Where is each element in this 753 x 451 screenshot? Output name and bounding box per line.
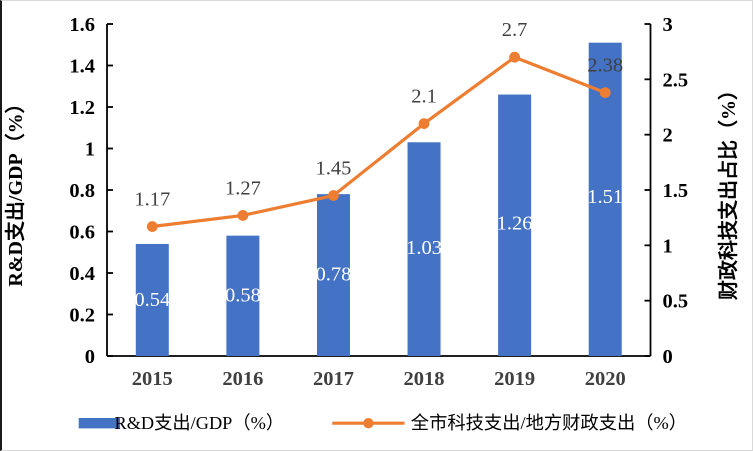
svg-text:2015: 2015 — [132, 368, 173, 390]
svg-text:2019: 2019 — [494, 368, 535, 390]
svg-text:1.5: 1.5 — [663, 180, 689, 202]
svg-text:1.27: 1.27 — [225, 177, 261, 199]
svg-text:全市科技支出/地方财政支出（%）: 全市科技支出/地方财政支出（%） — [411, 413, 687, 433]
svg-text:R&D支出/GDP（%）: R&D支出/GDP（%） — [3, 93, 27, 286]
svg-text:1.51: 1.51 — [587, 186, 623, 208]
svg-text:1.2: 1.2 — [69, 97, 95, 119]
svg-text:0.8: 0.8 — [69, 180, 95, 202]
svg-text:3: 3 — [663, 14, 673, 36]
svg-text:2018: 2018 — [404, 368, 445, 390]
svg-text:2016: 2016 — [222, 368, 263, 390]
svg-text:0: 0 — [663, 346, 673, 368]
svg-text:0.5: 0.5 — [663, 291, 689, 313]
svg-text:R&D支出/GDP（%）: R&D支出/GDP（%） — [115, 413, 285, 433]
svg-text:0.2: 0.2 — [69, 305, 95, 327]
svg-text:2020: 2020 — [585, 368, 626, 390]
svg-text:1.26: 1.26 — [497, 213, 533, 235]
svg-text:2.7: 2.7 — [502, 19, 528, 41]
svg-text:1: 1 — [663, 235, 673, 257]
svg-text:2.5: 2.5 — [663, 69, 689, 91]
svg-text:1.4: 1.4 — [69, 56, 95, 78]
svg-text:1: 1 — [85, 139, 95, 161]
svg-text:2017: 2017 — [313, 368, 354, 390]
svg-text:0.58: 0.58 — [225, 285, 261, 307]
svg-text:1.45: 1.45 — [316, 158, 352, 180]
svg-text:1.6: 1.6 — [69, 14, 95, 36]
svg-text:0.6: 0.6 — [69, 222, 95, 244]
svg-text:0.4: 0.4 — [69, 263, 95, 285]
svg-text:1.17: 1.17 — [134, 189, 170, 211]
svg-text:0.54: 0.54 — [134, 289, 170, 311]
svg-text:财政科技支出占比（%）: 财政科技支出占比（%） — [716, 80, 740, 300]
svg-text:2.38: 2.38 — [587, 55, 623, 77]
svg-text:0: 0 — [85, 346, 95, 368]
svg-text:0.78: 0.78 — [316, 263, 352, 285]
svg-text:2.1: 2.1 — [411, 86, 437, 108]
svg-text:2: 2 — [663, 125, 673, 147]
svg-text:1.03: 1.03 — [406, 237, 442, 259]
